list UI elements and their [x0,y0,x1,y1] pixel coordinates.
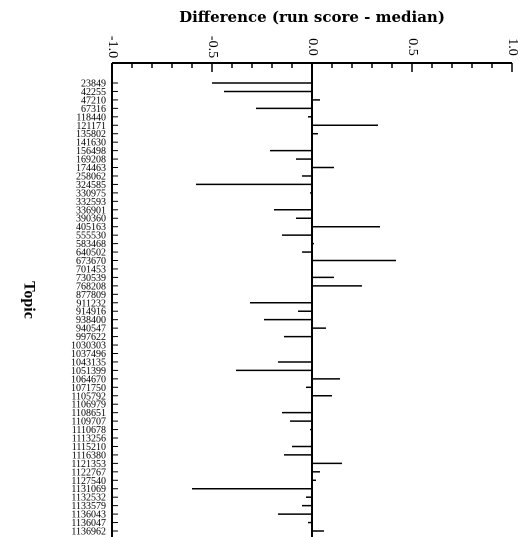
topic-label: 121171 [76,121,106,132]
topic-label: 640502 [76,248,106,259]
topic-label: 67316 [81,104,106,115]
topic-label: 141630 [76,138,106,149]
topic-label: 1043135 [71,357,106,368]
chart-title: Difference (run score - median) [179,8,445,26]
topic-labels: 2384942255472106731611844012117113580214… [71,79,118,537]
topic-label: 1051399 [71,366,106,377]
topic-label: 1127540 [71,476,106,487]
topic-label: 701453 [76,264,106,275]
x-tick-label: 0.5 [405,38,420,56]
topic-label: 1105792 [71,391,106,402]
topic-label: 1115210 [72,442,106,453]
topic-label: 914916 [76,307,106,318]
topic-label: 1136962 [71,527,106,537]
topic-label: 1110678 [72,425,106,436]
topic-label: 1108651 [71,408,106,419]
topic-label: 730539 [76,273,106,284]
topic-label: 1064670 [71,374,106,385]
topic-label: 169208 [76,155,106,166]
topic-label: 332593 [76,197,106,208]
topic-label: 768208 [76,281,106,292]
topic-label: 940547 [76,324,106,335]
topic-label: 156498 [76,146,106,157]
x-axis-ticks: -1.0 -0.5 0.0 0.5 1.0 [105,36,520,72]
topic-label: 938400 [76,315,106,326]
topic-label: 1109707 [71,417,106,428]
topic-label: 336901 [76,205,106,216]
topic-label: 390360 [76,214,106,225]
topic-label: 1116380 [72,450,106,461]
topic-label: 1030303 [71,341,106,352]
topic-label: 1071750 [71,383,106,394]
topic-label: 174463 [76,163,106,174]
topic-label: 1132532 [71,493,106,504]
topic-label: 1122767 [71,467,106,478]
topic-label: 911232 [76,298,106,309]
topic-label: 1121353 [71,459,106,470]
topic-label: 118440 [76,112,106,123]
topic-label: 583468 [76,239,106,250]
topic-label: 877809 [76,290,106,301]
topic-label: 1133579 [71,501,106,512]
topic-label: 405163 [76,222,106,233]
topic-label: 1136043 [71,510,106,521]
topic-label: 135802 [76,129,106,140]
topic-label: 997622 [76,332,106,343]
bars [192,82,396,532]
x-tick-label: -0.5 [205,36,220,58]
topic-label: 555530 [76,231,106,242]
topic-label: 1037496 [71,349,106,360]
topic-label: 1106979 [71,400,106,411]
topic-label: 1131069 [71,484,106,495]
topic-label: 23849 [81,79,106,90]
topic-label: 47210 [81,95,106,106]
topic-label: 1113256 [72,434,106,445]
x-tick-label: -1.0 [105,36,120,58]
x-tick-label: 0.0 [305,38,320,56]
x-tick-label: 1.0 [505,38,520,56]
topic-label: 42255 [81,87,106,98]
y-axis-label: Topic [20,281,37,319]
topic-label: 673670 [76,256,106,267]
topic-label: 324585 [76,180,106,191]
topic-label: 258062 [76,171,106,182]
topic-label: 330975 [76,188,106,199]
topic-label: 1136047 [71,518,106,529]
